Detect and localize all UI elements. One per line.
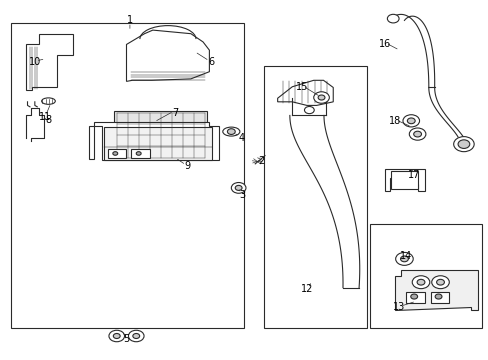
Circle shape [386,14,398,23]
Circle shape [395,252,412,265]
Ellipse shape [453,136,473,152]
Circle shape [408,128,425,140]
Bar [390,171,417,189]
Circle shape [400,256,407,262]
Text: 4: 4 [239,133,244,143]
Circle shape [436,279,444,285]
Circle shape [318,95,325,100]
Circle shape [411,276,429,289]
Text: 13: 13 [393,302,405,312]
Ellipse shape [223,127,240,136]
Text: 12: 12 [300,284,312,294]
Circle shape [416,279,424,285]
Text: 6: 6 [208,57,214,67]
FancyBboxPatch shape [369,224,482,328]
Text: 2: 2 [258,156,264,166]
Circle shape [113,152,118,155]
Bar [406,292,424,303]
Circle shape [431,276,448,289]
Bar [131,149,150,158]
Circle shape [434,294,441,299]
Circle shape [410,294,417,299]
Polygon shape [126,30,209,81]
Text: 17: 17 [407,170,420,180]
Polygon shape [89,122,219,160]
Polygon shape [394,270,477,310]
Circle shape [413,131,421,137]
Circle shape [457,140,469,148]
Polygon shape [384,168,424,192]
Bar [114,111,207,159]
Circle shape [227,129,235,134]
Circle shape [231,183,245,193]
Circle shape [133,333,140,338]
Polygon shape [26,34,73,90]
Ellipse shape [41,98,55,104]
Text: 11: 11 [40,112,52,122]
Circle shape [128,330,144,342]
Text: 14: 14 [400,251,412,261]
Circle shape [402,115,419,127]
Polygon shape [277,80,332,105]
Bar [104,127,212,160]
Text: 1: 1 [126,15,133,26]
FancyBboxPatch shape [11,23,243,328]
Text: 9: 9 [183,161,190,171]
Circle shape [235,185,242,190]
Text: 16: 16 [378,40,390,49]
Text: 5: 5 [123,333,129,343]
FancyBboxPatch shape [264,66,366,328]
Text: 3: 3 [239,190,244,200]
Circle shape [407,118,414,124]
Circle shape [113,333,120,338]
Circle shape [109,330,124,342]
Text: 10: 10 [29,57,41,67]
Bar [430,292,448,303]
Text: 7: 7 [172,108,178,118]
Text: 8: 8 [45,115,51,125]
Bar [108,149,126,158]
Ellipse shape [304,107,314,114]
Circle shape [136,152,141,155]
Text: 15: 15 [295,82,307,93]
Circle shape [313,92,329,103]
Text: 18: 18 [388,116,400,126]
